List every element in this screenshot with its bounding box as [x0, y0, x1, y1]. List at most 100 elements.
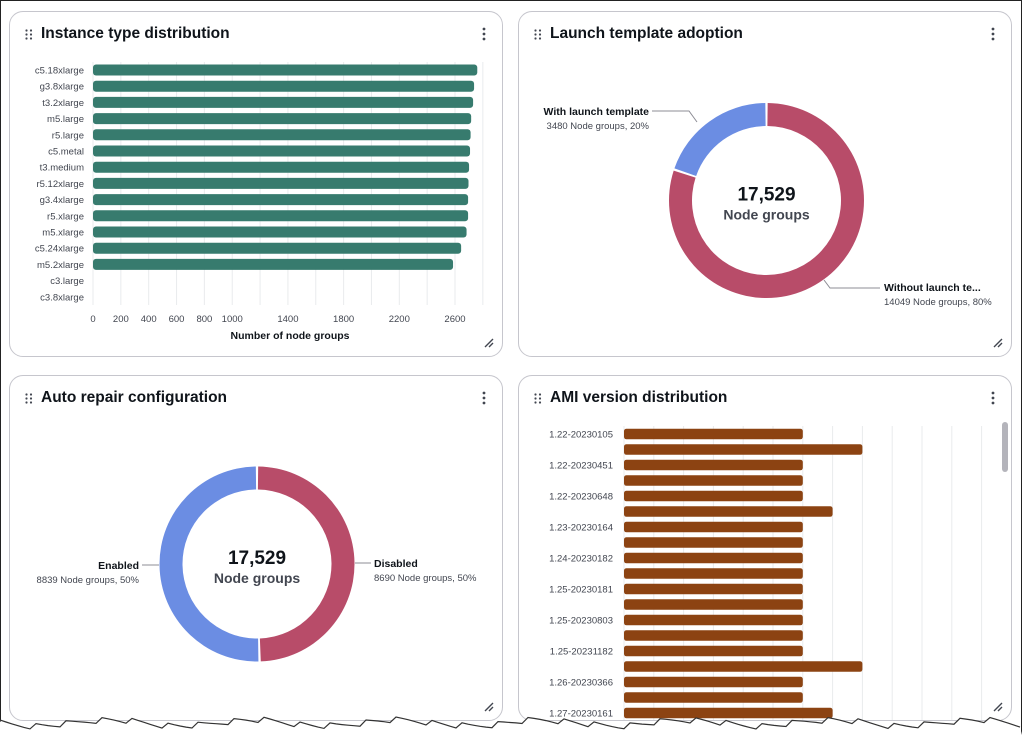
slice-detail: 14049 Node groups, 80%: [884, 297, 992, 308]
bar: [624, 444, 863, 455]
donut-segment: [257, 466, 355, 662]
slice-detail: 3480 Node groups, 20%: [547, 121, 650, 132]
widget-launch-template-adoption: Launch template adoption 17,529 Node grou…: [518, 11, 1012, 357]
donut-segment: [674, 103, 766, 176]
more-options-icon[interactable]: [991, 391, 995, 405]
category-label: 1.25-20230803: [549, 616, 613, 627]
x-tick-label: 1800: [333, 314, 354, 325]
x-axis-label: Number of node groups: [231, 330, 350, 342]
category-label: 1.24-20230182: [549, 554, 613, 565]
category-label: c5.18xlarge: [35, 66, 84, 77]
slice-label: With launch template: [544, 106, 650, 118]
x-tick-label: 2200: [389, 314, 410, 325]
category-label: r5.large: [52, 130, 84, 141]
leader-line: [652, 110, 698, 123]
category-label: c5.metal: [48, 147, 84, 158]
bar: [93, 210, 469, 222]
bar: [624, 661, 863, 672]
category-label: c3.8xlarge: [40, 292, 84, 303]
bar: [93, 242, 462, 254]
widget-title: Launch template adoption: [550, 25, 743, 42]
widget-title: Auto repair configuration: [41, 389, 227, 406]
center-label: Node groups: [214, 570, 301, 586]
category-label: t3.2xlarge: [42, 98, 84, 109]
bar: [624, 614, 803, 626]
drag-handle-icon[interactable]: [25, 393, 33, 404]
drag-handle-icon[interactable]: [534, 29, 542, 40]
x-tick-label: 2600: [444, 314, 465, 325]
leader-line: [823, 279, 880, 289]
bar: [93, 161, 470, 173]
resize-handle-icon[interactable]: [993, 338, 1003, 348]
scrollbar[interactable]: [1002, 422, 1008, 472]
bar: [624, 428, 803, 440]
widget-title: AMI version distribution: [550, 389, 728, 406]
bar: [624, 568, 803, 579]
torn-edge-line: [0, 716, 1021, 730]
donut-segment: [159, 466, 259, 662]
widget-auto-repair-configuration: Auto repair configuration 17,529 Node gro…: [9, 375, 503, 721]
category-label: r5.12xlarge: [36, 179, 84, 190]
bar: [93, 145, 471, 157]
resize-handle-icon[interactable]: [993, 702, 1003, 712]
bar: [93, 194, 469, 206]
slice-label: Enabled: [98, 560, 139, 572]
resize-handle-icon[interactable]: [484, 702, 494, 712]
x-tick-label: 400: [141, 314, 157, 325]
bar: [93, 129, 471, 141]
bar: [624, 692, 803, 703]
x-tick-label: 200: [113, 314, 129, 325]
category-label: r5.xlarge: [47, 211, 84, 222]
more-options-icon[interactable]: [482, 391, 486, 405]
bar: [93, 80, 475, 92]
bar: [93, 226, 467, 238]
category-label: 1.23-20230164: [549, 523, 613, 534]
bar: [624, 645, 803, 657]
more-options-icon[interactable]: [991, 27, 995, 41]
slice-detail: 8839 Node groups, 50%: [37, 575, 140, 586]
slice-label: Disabled: [374, 558, 418, 570]
center-value: 17,529: [228, 548, 286, 569]
bar: [624, 475, 803, 486]
x-tick-label: 1400: [277, 314, 298, 325]
bar: [93, 177, 469, 189]
x-tick-label: 800: [196, 314, 212, 325]
bar: [624, 552, 803, 564]
torn-edge: [0, 716, 1024, 743]
category-label: 1.27-20230161: [549, 709, 613, 720]
category-label: c3.large: [50, 276, 84, 287]
bar: [93, 96, 474, 108]
widget-ami-version-distribution: AMI version distribution 1.22-20230105 1.…: [518, 375, 1012, 721]
bar: [624, 707, 833, 719]
category-label: g3.4xlarge: [40, 195, 84, 206]
category-label: 1.25-20230181: [549, 585, 613, 596]
bar: [624, 490, 803, 502]
category-label: t3.medium: [40, 163, 84, 174]
slice-label: Without launch te...: [884, 282, 981, 294]
bar: [624, 676, 803, 688]
widget-instance-type-distribution: Instance type distribution c5.18xlarge g3…: [9, 11, 503, 357]
x-tick-label: 1000: [222, 314, 243, 325]
center-label: Node groups: [723, 207, 810, 223]
bar: [624, 459, 803, 471]
category-label: 1.25-20231182: [550, 647, 613, 658]
x-tick-label: 600: [169, 314, 185, 325]
bar: [93, 258, 454, 270]
bar: [624, 506, 833, 517]
category-label: 1.22-20230451: [549, 461, 613, 472]
bar: [624, 599, 803, 610]
category-label: 1.22-20230105: [549, 430, 613, 441]
bar: [624, 630, 803, 641]
more-options-icon[interactable]: [482, 27, 486, 41]
resize-handle-icon[interactable]: [484, 338, 494, 348]
drag-handle-icon[interactable]: [534, 393, 542, 404]
instance-type-bar-chart: c5.18xlarge g3.8xlarge t3.2xlarge m5.large r…: [35, 62, 484, 342]
drag-handle-icon[interactable]: [25, 29, 33, 40]
torn-edge-fill: [0, 717, 1024, 743]
category-label: m5.2xlarge: [37, 260, 84, 271]
bar: [93, 113, 472, 125]
category-label: m5.large: [47, 114, 84, 125]
category-label: 1.26-20230366: [549, 678, 613, 689]
